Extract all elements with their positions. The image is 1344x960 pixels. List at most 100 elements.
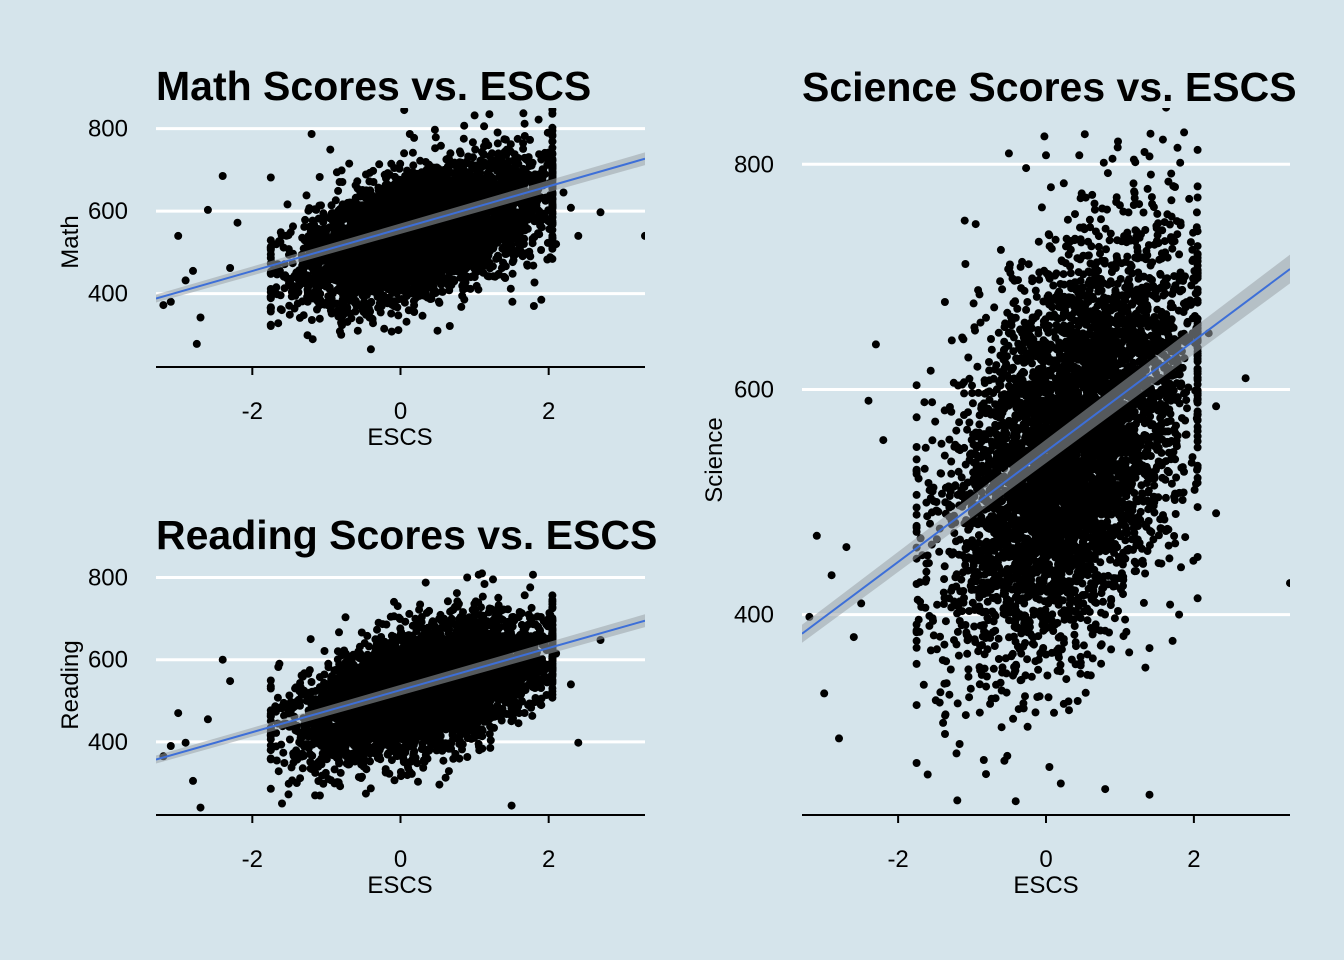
- math-data-point: [282, 231, 291, 240]
- math-data-point: [442, 155, 451, 164]
- math-data-point: [515, 245, 524, 253]
- math-data-point: [434, 297, 443, 306]
- math-data-point: [266, 173, 275, 182]
- math-data-point: [409, 161, 418, 170]
- math-data-point: [303, 285, 312, 294]
- math-data-point: [519, 139, 528, 148]
- math-data-point: [469, 257, 478, 266]
- math-data-point: [523, 261, 532, 270]
- math-data-point: [338, 321, 346, 330]
- math-data-point: [430, 125, 439, 134]
- math-data-point: [513, 134, 522, 143]
- math-y-tick-label: 800: [88, 116, 128, 143]
- math-data-point: [477, 250, 486, 259]
- math-data-point: [366, 196, 375, 205]
- math-data-point: [497, 160, 506, 169]
- math-data-point: [372, 199, 381, 208]
- math-data-point: [341, 249, 349, 258]
- math-data-point: [266, 242, 275, 251]
- math-data-point: [410, 133, 419, 142]
- math-data-point: [369, 178, 378, 186]
- math-data-point: [519, 109, 528, 118]
- math-data-point: [499, 258, 508, 267]
- math-data-point: [353, 184, 362, 193]
- math-data-point: [301, 215, 310, 224]
- math-data-point: [382, 174, 390, 183]
- math-data-point: [483, 172, 492, 181]
- math-data-point: [396, 206, 405, 215]
- math-chart-title: Math Scores vs. ESCS: [156, 63, 591, 109]
- math-data-point: [483, 187, 492, 196]
- math-data-point: [266, 303, 275, 312]
- math-data-point: [400, 149, 409, 158]
- math-data-point: [345, 223, 353, 232]
- math-data-point: [394, 326, 403, 335]
- math-data-point: [325, 214, 334, 223]
- math-data-point: [303, 297, 312, 306]
- math-data-point: [445, 286, 454, 295]
- math-data-point: [525, 247, 534, 256]
- math-data-point: [527, 161, 536, 170]
- math-data-point: [510, 234, 519, 243]
- math-data-point: [347, 314, 356, 323]
- math-data-point: [299, 266, 308, 274]
- math-data-point: [471, 161, 479, 170]
- math-data-point: [334, 186, 343, 195]
- math-data-point: [546, 253, 555, 262]
- math-data-point: [394, 311, 403, 320]
- math-data-point: [548, 190, 557, 198]
- math-data-point: [415, 284, 424, 293]
- math-data-point: [493, 139, 502, 148]
- math-data-point: [266, 236, 275, 245]
- math-data-point: [534, 229, 542, 238]
- math-data-point: [280, 284, 289, 293]
- math-data-point: [493, 238, 502, 247]
- math-data-point: [431, 187, 440, 196]
- math-data-point: [453, 163, 461, 172]
- math-y-tick-label: 600: [88, 198, 128, 225]
- math-data-point: [548, 143, 557, 152]
- math-data-point: [445, 322, 454, 330]
- math-data-point: [332, 168, 341, 177]
- math-data-point: [398, 249, 407, 258]
- math-data-point: [431, 274, 440, 283]
- math-data-point: [455, 147, 464, 156]
- math-y-axis-label: Math: [57, 215, 84, 268]
- math-data-point: [529, 197, 538, 206]
- math-data-point: [395, 187, 404, 196]
- math-data-point: [467, 272, 476, 281]
- math-data-point: [468, 138, 477, 147]
- math-data-point: [410, 301, 419, 310]
- math-data-point: [326, 145, 335, 154]
- math-data-point: [322, 276, 331, 285]
- math-data-point: [506, 220, 515, 229]
- math-data-point: [521, 225, 530, 233]
- math-data-point: [438, 287, 447, 296]
- math-data-point: [353, 326, 362, 335]
- math-data-point: [327, 309, 336, 318]
- math-data-point: [351, 193, 360, 202]
- math-data-point: [425, 160, 434, 169]
- math-data-point: [408, 148, 417, 157]
- math-data-point: [312, 284, 321, 293]
- math-data-point: [310, 277, 319, 286]
- math-data-point: [402, 317, 411, 326]
- math-data-point: [459, 134, 468, 143]
- math-data-point: [475, 167, 484, 176]
- math-data-point: [509, 256, 518, 265]
- math-data-point: [458, 291, 467, 300]
- math-data-point: [512, 226, 521, 234]
- math-data-point: [504, 236, 513, 245]
- math-data-point: [431, 133, 440, 142]
- math-data-point: [511, 165, 520, 174]
- math-data-point: [548, 208, 557, 217]
- math-data-point: [387, 309, 396, 318]
- math-data-point: [459, 279, 468, 288]
- math-data-point: [456, 273, 465, 282]
- math-data-point: [528, 239, 537, 248]
- math-data-point: [548, 137, 557, 146]
- math-data-point: [351, 283, 360, 292]
- math-data-point: [396, 283, 405, 292]
- math-data-point: [453, 170, 462, 179]
